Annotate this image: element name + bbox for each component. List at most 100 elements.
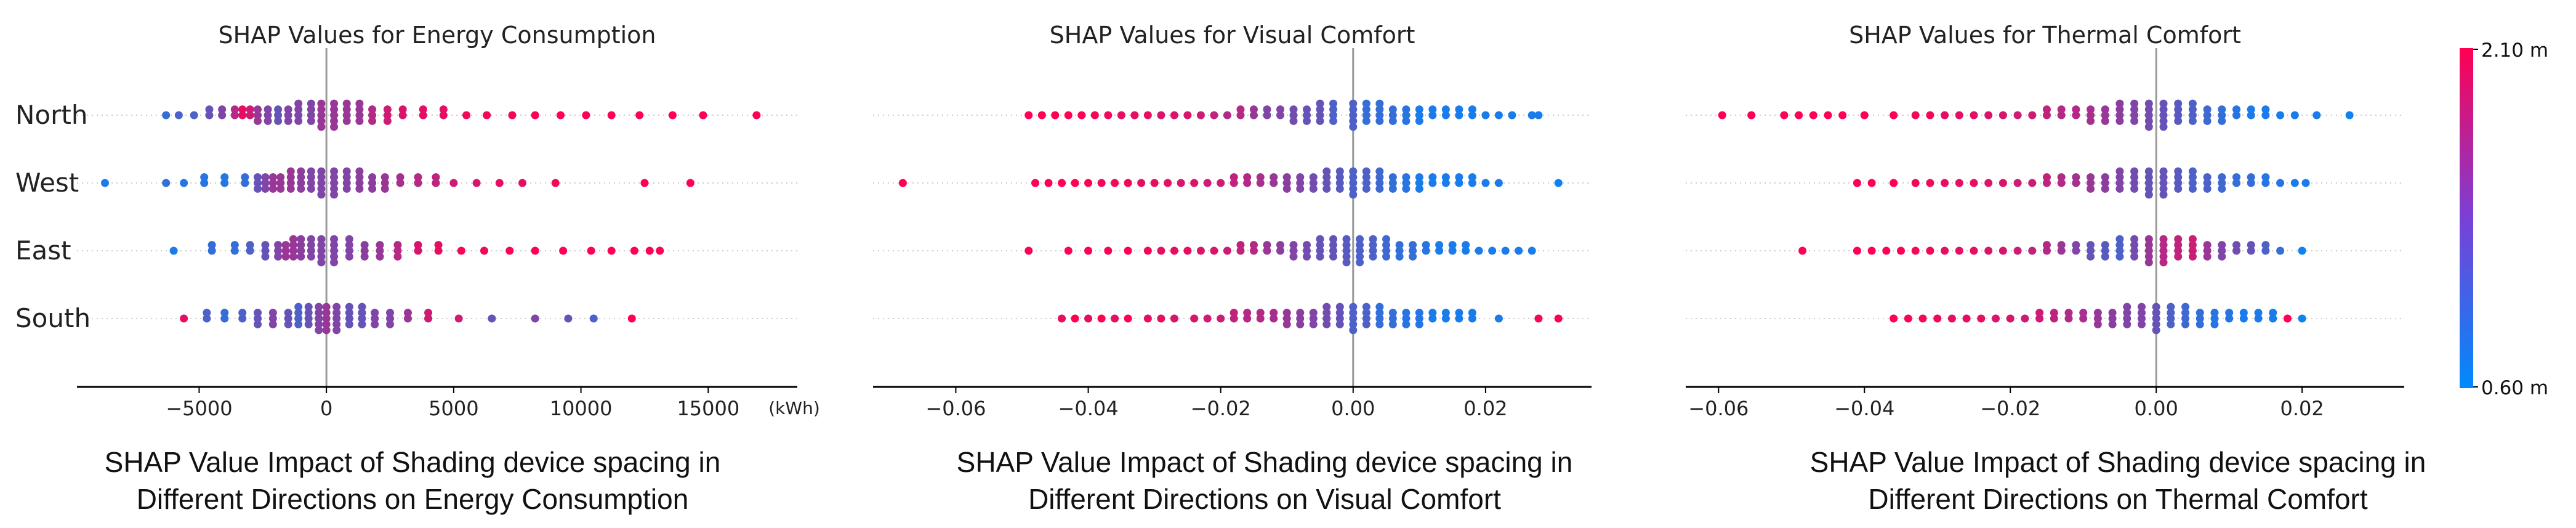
data-point (2115, 116, 2124, 125)
data-point (1024, 246, 1033, 255)
data-point (2188, 105, 2197, 114)
data-point (2174, 173, 2183, 182)
data-point (2298, 314, 2306, 323)
data-point (1515, 246, 1523, 255)
data-point (432, 179, 440, 187)
data-point (355, 105, 364, 114)
data-point (1402, 105, 1411, 114)
data-point (345, 246, 353, 255)
data-point (2174, 116, 2183, 125)
data-point (368, 116, 377, 125)
data-point (1468, 309, 1476, 317)
data-point (1362, 309, 1371, 317)
data-point (1111, 179, 1119, 187)
data-point (1031, 179, 1040, 187)
data-point (1415, 173, 1423, 182)
data-point (2276, 179, 2285, 187)
data-point (2218, 179, 2226, 187)
data-point (559, 246, 568, 255)
data-point (284, 320, 292, 328)
data-point (1402, 111, 1411, 120)
data-point (254, 314, 262, 323)
data-point (1349, 314, 1358, 323)
data-point (1309, 179, 1318, 187)
data-point (2101, 241, 2109, 250)
data-point (380, 173, 389, 182)
data-point (2225, 314, 2234, 323)
data-point (1276, 246, 1284, 255)
data-point (2057, 246, 2066, 255)
data-point (393, 246, 402, 255)
data-point (1853, 179, 1861, 187)
data-point (1236, 105, 1245, 114)
data-point (1362, 184, 1371, 193)
data-point (2159, 105, 2168, 114)
data-point (1230, 173, 1238, 182)
data-point (1256, 179, 1265, 187)
data-point (2218, 252, 2226, 261)
data-point (1322, 167, 1331, 176)
data-point (322, 303, 331, 311)
data-point (180, 179, 188, 187)
data-point (1349, 179, 1358, 187)
data-point (607, 246, 616, 255)
data-point (330, 99, 339, 108)
data-point (1077, 111, 1086, 120)
data-point (274, 105, 283, 114)
data-point (2079, 314, 2088, 323)
data-point (330, 235, 339, 243)
data-point (2101, 111, 2109, 120)
data-point (2144, 235, 2153, 243)
data-point (355, 167, 364, 176)
data-point (1382, 246, 1391, 255)
data-point (355, 184, 364, 193)
data-point (1455, 105, 1463, 114)
data-point (386, 309, 395, 317)
data-point (2101, 184, 2109, 193)
data-point (2196, 320, 2204, 328)
data-point (1867, 246, 1876, 255)
chart-title: SHAP Values for Thermal Comfort (1849, 22, 2241, 49)
data-point (2276, 246, 2285, 255)
data-point (2159, 252, 2168, 261)
data-point (2006, 314, 2015, 323)
data-point (360, 252, 369, 261)
data-point (1970, 179, 1978, 187)
data-point (2203, 105, 2212, 114)
data-point (480, 246, 488, 255)
data-point (1322, 309, 1331, 317)
data-point (2290, 179, 2299, 187)
data-point (898, 179, 907, 187)
data-point (2130, 184, 2139, 193)
data-point (1342, 235, 1351, 243)
data-point (630, 246, 638, 255)
data-point (2115, 167, 2124, 176)
data-point (2188, 241, 2197, 250)
data-point (1369, 246, 1377, 255)
caption-energy-line2: Different Directions on Energy Consumpti… (136, 483, 689, 515)
data-point (1349, 173, 1358, 182)
data-point (286, 167, 295, 176)
data-point (317, 123, 326, 131)
data-point (1276, 111, 1284, 120)
data-point (1316, 241, 1324, 250)
data-point (1170, 111, 1178, 120)
data-point (2064, 314, 2073, 323)
data-point (2269, 309, 2277, 317)
colorbar-bottom-label: 0.60 m (2481, 377, 2548, 399)
data-point (254, 116, 262, 125)
data-point (1362, 116, 1371, 125)
data-point (2203, 116, 2212, 125)
data-point (304, 314, 313, 323)
data-point (274, 241, 283, 250)
data-point (342, 105, 351, 114)
data-point (1998, 246, 2007, 255)
data-point (1992, 314, 2000, 323)
data-point (2269, 314, 2277, 323)
data-point (1316, 252, 1324, 261)
data-point (345, 309, 353, 317)
data-point (1867, 179, 1876, 187)
data-point (2042, 105, 2051, 114)
data-point (2087, 179, 2095, 187)
data-point (488, 314, 496, 323)
